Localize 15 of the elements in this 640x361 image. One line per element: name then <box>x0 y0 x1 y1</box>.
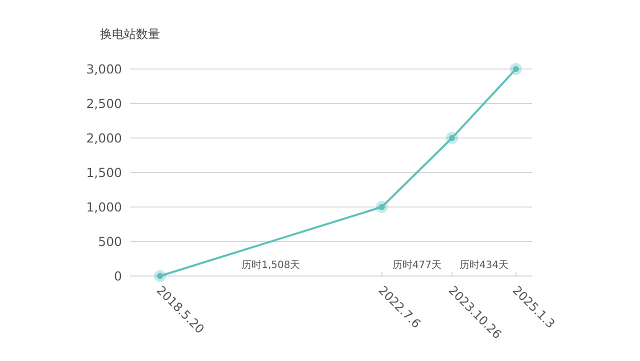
y-tick-label: 2,000 <box>86 130 122 146</box>
point <box>446 132 458 144</box>
y-tick-label: 0 <box>114 268 122 284</box>
y-axis-title: 换电站数量 <box>100 27 160 41</box>
point <box>154 270 166 282</box>
y-tick-label: 1,000 <box>86 200 122 214</box>
point <box>376 201 388 213</box>
y-tick-label: 1,500 <box>86 165 122 180</box>
y-tick-label: 3,000 <box>86 62 122 76</box>
y-tick-label: 500 <box>98 234 122 249</box>
annotation: 历时477天 <box>392 260 442 271</box>
point <box>510 63 522 75</box>
y-tick-label: 2,500 <box>86 96 122 111</box>
annotation: 历时434天 <box>459 260 509 271</box>
annotation: 历时1,508天 <box>242 260 300 271</box>
